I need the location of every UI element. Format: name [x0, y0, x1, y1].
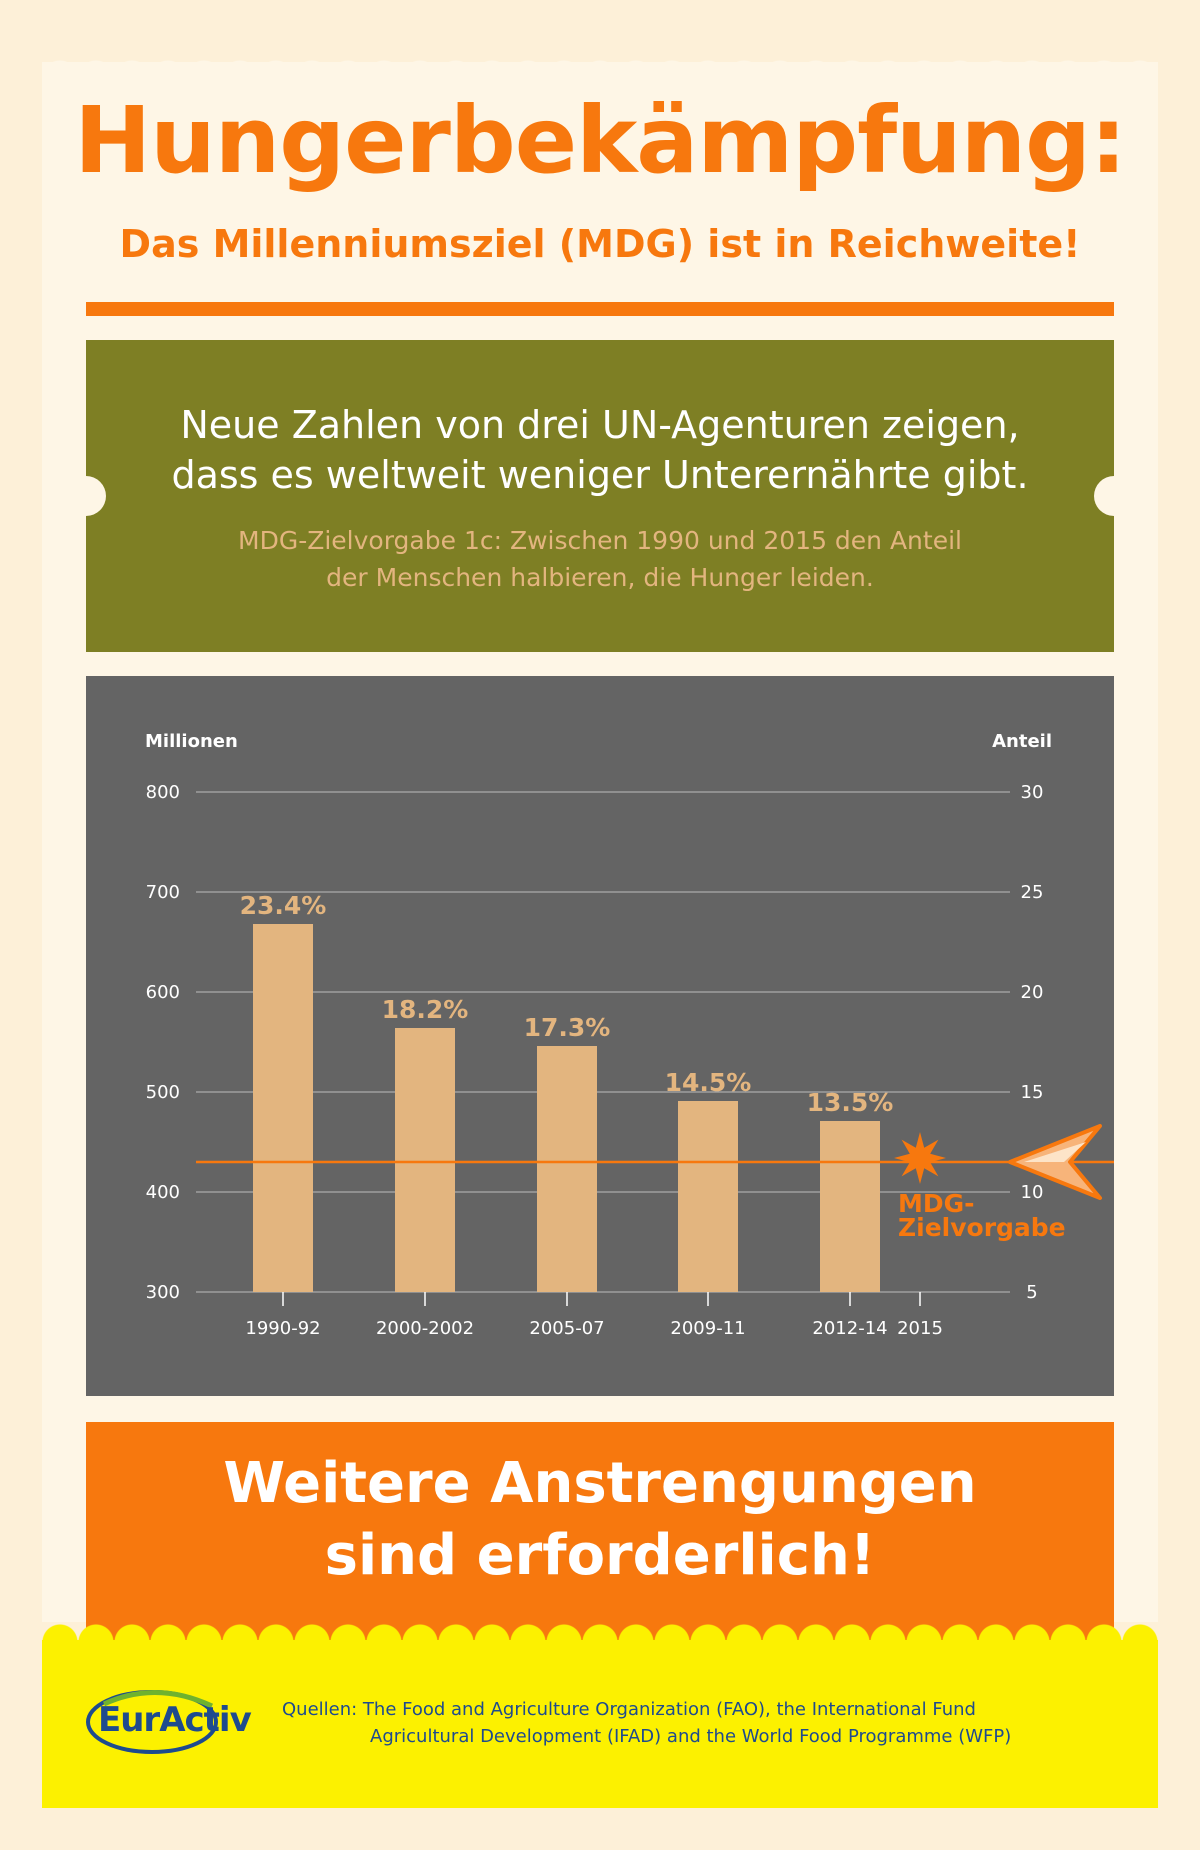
- y-tick-label-left: 400: [146, 1182, 180, 1203]
- callout-line1: Weitere Anstrengungen: [223, 1451, 977, 1516]
- y-tick-label-left: 500: [146, 1082, 180, 1103]
- y-tick-label-right: 20: [1021, 982, 1044, 1003]
- y-tick-label-left: 700: [146, 882, 180, 903]
- bar-value-label: 17.3%: [524, 1013, 611, 1042]
- divider-rule: [86, 302, 1114, 316]
- x-tick-label: 1990-92: [245, 1318, 320, 1339]
- bar: [537, 1046, 597, 1292]
- sources-line1: Quellen: The Food and Agriculture Organi…: [282, 1699, 976, 1720]
- intro-headline-line2: dass es weltweit weniger Unterernährte g…: [171, 453, 1029, 497]
- intro-note-line1: MDG-Zielvorgabe 1c: Zwischen 1990 und 20…: [238, 526, 962, 555]
- intro-panel: [86, 340, 1114, 652]
- x-tick-label: 2009-11: [670, 1318, 745, 1339]
- scalloped-border-footer: [42, 1610, 1158, 1642]
- callout-text: Weitere Anstrengungen sind erforderlich!: [0, 1448, 1200, 1592]
- intro-note: MDG-Zielvorgabe 1c: Zwischen 1990 und 20…: [0, 522, 1200, 596]
- euractiv-logo: [86, 1690, 218, 1754]
- footer-panel: [42, 1640, 1158, 1808]
- intro-headline: Neue Zahlen von drei UN-Agenturen zeigen…: [0, 400, 1200, 500]
- sources-text: Quellen: The Food and Agriculture Organi…: [282, 1696, 1082, 1750]
- page-title: Hungerbekämpfung:: [74, 87, 1127, 194]
- y-tick-label-right: 30: [1021, 782, 1044, 803]
- x-tick-label: 2005-07: [529, 1318, 604, 1339]
- y-tick-label-right: 5: [1026, 1282, 1037, 1303]
- callout-line2: sind erforderlich!: [324, 1523, 876, 1588]
- bar-value-label: 18.2%: [382, 995, 469, 1024]
- euractiv-logo-text: EurActiv: [98, 1700, 252, 1740]
- x-tick-label: 2000-2002: [376, 1318, 474, 1339]
- bar: [820, 1121, 880, 1292]
- mdg-target-label-line2: Zielvorgabe: [898, 1213, 1066, 1242]
- y-axis-title-left: Millionen: [145, 731, 238, 752]
- bar-value-label: 14.5%: [665, 1068, 752, 1097]
- sources-line2: Agricultural Development (IFAD) and the …: [370, 1726, 1012, 1747]
- y-tick-label-right: 10: [1021, 1182, 1044, 1203]
- panel-notch-right: [1094, 476, 1134, 516]
- panel-notch-left: [66, 476, 106, 516]
- y-axis-title-right: Anteil: [992, 731, 1052, 752]
- x-tick-label: 2012-14: [812, 1318, 887, 1339]
- mdg-target-label-line1: MDG-: [898, 1189, 975, 1218]
- y-tick-label-left: 800: [146, 782, 180, 803]
- callout-panel: [86, 1422, 1114, 1640]
- starburst-icon: [894, 1132, 946, 1184]
- bar-value-label: 23.4%: [240, 891, 327, 920]
- bar-value-label: 13.5%: [807, 1088, 894, 1117]
- bar: [395, 1028, 455, 1292]
- x-tick-label: 2015: [897, 1318, 943, 1339]
- y-tick-label-right: 15: [1021, 1082, 1044, 1103]
- y-tick-label-left: 300: [146, 1282, 180, 1303]
- bar: [678, 1101, 738, 1292]
- page-subtitle: Das Millenniumsziel (MDG) ist in Reichwe…: [119, 222, 1081, 266]
- bar: [253, 924, 313, 1292]
- arrow-highlight: [1024, 1142, 1086, 1162]
- intro-headline-line1: Neue Zahlen von drei UN-Agenturen zeigen…: [180, 403, 1020, 447]
- y-tick-label-left: 600: [146, 982, 180, 1003]
- intro-note-line2: der Menschen halbieren, die Hunger leide…: [326, 563, 874, 592]
- y-tick-label-right: 25: [1021, 882, 1044, 903]
